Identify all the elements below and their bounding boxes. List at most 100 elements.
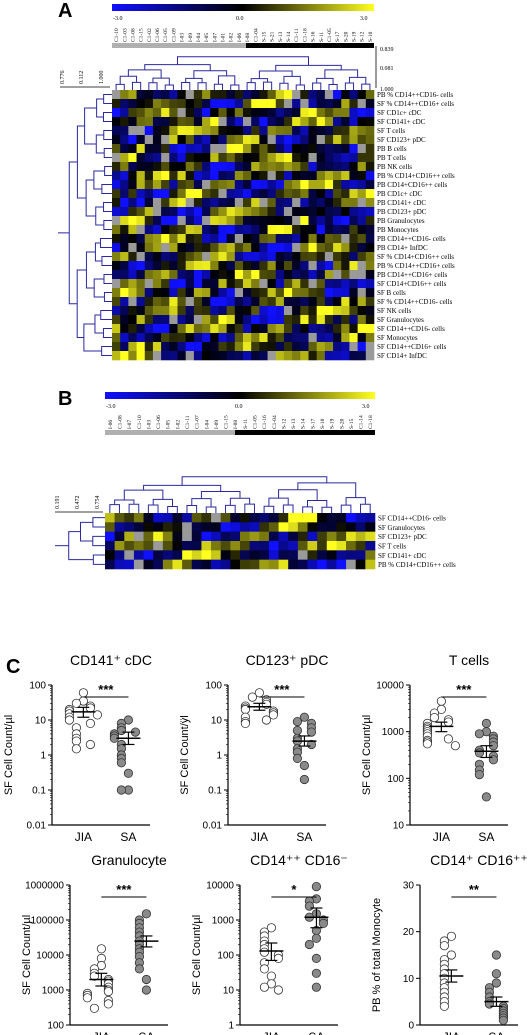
b-heatmap-cell xyxy=(307,522,318,532)
a-heatmap-cell xyxy=(275,315,285,325)
a-heatmap-cell xyxy=(210,351,219,361)
a-heatmap-cell xyxy=(292,261,301,271)
a-heatmap-cell xyxy=(300,135,309,145)
data-point-jia xyxy=(85,703,96,713)
a-heatmap-cell xyxy=(128,279,137,289)
x-category-label: SA xyxy=(308,1030,324,1035)
a-heatmap-cell xyxy=(169,261,178,271)
a-heatmap-cell xyxy=(283,351,293,361)
b-heatmap-cell xyxy=(182,550,193,560)
x-category-label: JIA xyxy=(251,830,268,844)
b-column-label: C1-08 xyxy=(117,415,123,429)
a-heatmap-cell xyxy=(259,153,268,163)
a-heatmap-cell xyxy=(365,279,375,289)
a-heatmap-cell xyxy=(316,162,326,172)
b-heatmap-cell xyxy=(317,559,328,570)
a-row-label: PB % CD14+CD16++ cells xyxy=(377,172,455,180)
b-heatmap-cell xyxy=(191,559,202,570)
a-heatmap-cell xyxy=(292,297,301,307)
b-heatmap-cell xyxy=(162,541,173,551)
a-heatmap-cell xyxy=(275,261,285,271)
a-heatmap-cell xyxy=(365,225,375,235)
a-heatmap-cell xyxy=(218,306,227,316)
a-heatmap-cell xyxy=(136,108,146,118)
a-heatmap-cell xyxy=(202,198,211,208)
b-heatmap-cell xyxy=(153,531,164,542)
a-heatmap-cell xyxy=(365,135,375,145)
a-heatmap-cell xyxy=(177,171,186,181)
a-column-label: C1-05 xyxy=(163,28,169,42)
a-heatmap-cell xyxy=(251,270,260,280)
a-heatmap-cell xyxy=(341,153,350,163)
scatter-title: CD14⁺⁺ CD16⁻ xyxy=(250,852,348,868)
a-heatmap-cell xyxy=(251,261,260,271)
b-heatmap-cell xyxy=(288,522,299,532)
a-heatmap-cell xyxy=(267,90,277,100)
a-heatmap-cell xyxy=(120,216,129,226)
a-heatmap-cell xyxy=(349,207,358,217)
a-heatmap-cell xyxy=(136,324,146,334)
a-heatmap-cell xyxy=(259,252,268,262)
b-column-label: S-19 xyxy=(330,418,336,429)
a-heatmap-cell xyxy=(333,333,342,343)
a-heatmap-cell xyxy=(333,99,342,109)
a-heatmap-cell xyxy=(177,225,186,235)
a-heatmap-cell xyxy=(283,342,293,352)
a-heatmap-cell xyxy=(300,306,309,316)
a-heatmap-cell xyxy=(275,144,285,154)
a-heatmap-cell xyxy=(365,243,375,253)
a-heatmap-cell xyxy=(259,90,268,100)
a-heatmap-cell xyxy=(324,261,334,271)
a-heatmap-cell xyxy=(357,324,367,334)
a-heatmap-cell xyxy=(324,333,334,343)
b-column-label: S-13 xyxy=(291,418,297,429)
a-heatmap-cell xyxy=(300,207,309,217)
a-heatmap-cell xyxy=(292,351,301,361)
b-row-label: SF T cells xyxy=(378,542,406,550)
a-heatmap-cell xyxy=(136,342,146,352)
a-heatmap-cell xyxy=(226,99,236,109)
x-category-label: SA xyxy=(488,1030,504,1035)
a-heatmap-cell xyxy=(202,171,211,181)
a-heatmap-cell xyxy=(112,351,121,361)
a-heatmap-cell xyxy=(169,216,178,226)
a-heatmap-cell xyxy=(259,135,268,145)
b-heatmap-cell xyxy=(201,531,212,542)
a-heatmap-cell xyxy=(128,144,137,154)
a-row-label: SF % CD14++CD16+ cells xyxy=(377,100,454,108)
a-heatmap-cell xyxy=(243,324,252,334)
a-heatmap-cell xyxy=(251,333,260,343)
a-heatmap-cell xyxy=(112,117,121,127)
a-heatmap-cell xyxy=(251,126,260,136)
a-heatmap-cell xyxy=(243,90,252,100)
a-heatmap-cell xyxy=(234,261,244,271)
b-heatmap-cell xyxy=(201,522,212,532)
b-heatmap-cell xyxy=(230,541,241,551)
heatmap-b-column-dendrogram xyxy=(109,476,371,513)
a-heatmap-cell xyxy=(193,234,203,244)
a-heatmap-cell xyxy=(283,126,293,136)
a-heatmap-cell xyxy=(210,126,219,136)
a-heatmap-cell xyxy=(267,162,277,172)
b-column-label: I-02 xyxy=(175,420,181,429)
a-heatmap-cell xyxy=(128,306,137,316)
a-heatmap-cell xyxy=(300,198,309,208)
a-heatmap-cell xyxy=(267,279,277,289)
b-heatmap-cell xyxy=(259,541,270,551)
heatmap-b-row-scale-mid: 0.472 xyxy=(75,496,81,510)
a-heatmap-cell xyxy=(365,207,375,217)
a-heatmap-cell xyxy=(193,225,203,235)
b-row-label: SF CD123+ pDC xyxy=(378,533,427,541)
a-heatmap-cell xyxy=(120,288,129,298)
a-heatmap-cell xyxy=(267,252,277,262)
a-heatmap-cell xyxy=(202,234,211,244)
y-tick-label: 0.1 xyxy=(32,786,46,797)
a-heatmap-cell xyxy=(234,351,244,361)
a-heatmap-cell xyxy=(161,171,170,181)
b-heatmap-cell xyxy=(153,550,164,560)
a-heatmap-cell xyxy=(267,342,277,352)
a-heatmap-cell xyxy=(226,279,236,289)
a-heatmap-cell xyxy=(144,261,154,271)
a-heatmap-cell xyxy=(218,171,227,181)
a-heatmap-cell xyxy=(210,171,219,181)
